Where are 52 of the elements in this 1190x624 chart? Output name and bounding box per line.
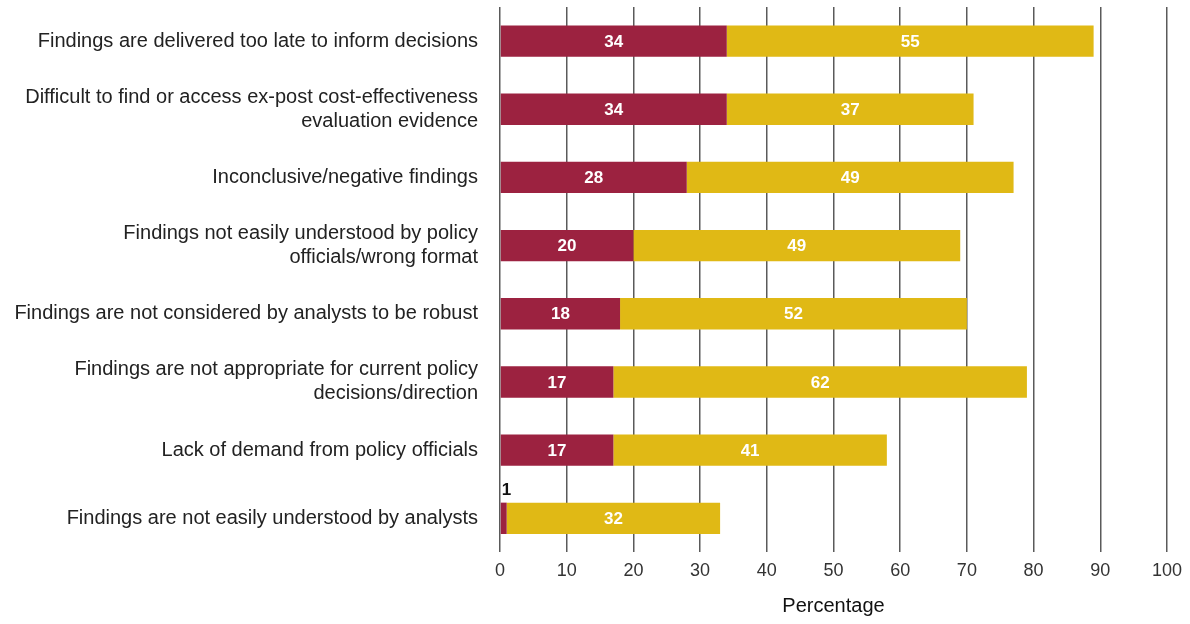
x-tick-label: 10 xyxy=(556,560,577,581)
bar xyxy=(500,298,621,330)
x-tick-label: 40 xyxy=(756,560,777,581)
data-label: 20 xyxy=(557,236,577,256)
x-axis-title: Percentage xyxy=(782,593,885,616)
bar xyxy=(500,434,614,466)
x-tick-label: 50 xyxy=(823,560,844,581)
data-label: 49 xyxy=(787,236,807,256)
x-tick-label: 20 xyxy=(623,560,644,581)
y-tick-label: Lack of demand from policy officials xyxy=(161,437,478,460)
x-tick-label: 0 xyxy=(494,560,506,581)
x-tick-label: 90 xyxy=(1090,560,1111,581)
y-tick-label: Difficult to find or access ex-post cost-effectiveness evaluation evidence xyxy=(25,84,478,131)
data-label: 34 xyxy=(604,99,624,119)
bar xyxy=(726,93,974,125)
bar xyxy=(500,25,727,57)
data-label: 34 xyxy=(604,31,624,51)
data-label: 62 xyxy=(810,372,830,392)
x-tick-label: 80 xyxy=(1023,560,1044,581)
y-tick-label: Findings not easily understood by policy officials/wrong format xyxy=(123,221,479,268)
y-tick-label: Inconclusive/negative findings xyxy=(212,164,478,187)
bar xyxy=(686,161,1014,194)
data-label: 18 xyxy=(550,304,570,324)
x-tick-label: 70 xyxy=(956,560,977,581)
data-label: 17 xyxy=(547,440,567,460)
bar xyxy=(500,161,687,194)
data-label: 1 xyxy=(501,479,512,499)
data-label: 32 xyxy=(603,509,623,528)
bar xyxy=(500,502,507,534)
bar xyxy=(500,366,614,398)
data-label: 28 xyxy=(584,168,604,188)
data-label: 41 xyxy=(740,440,760,460)
bar xyxy=(620,298,967,330)
y-tick-label: Findings are not considered by analysts to be robust xyxy=(14,301,479,324)
bar xyxy=(633,229,961,262)
x-tick-label: 60 xyxy=(890,560,911,581)
data-label: 49 xyxy=(840,168,860,188)
data-label: 37 xyxy=(840,99,860,119)
bar xyxy=(613,366,1027,398)
data-label: 55 xyxy=(900,31,920,51)
bar xyxy=(500,93,727,125)
y-tick-label: Findings are not appropriate for current policy decisions/direction xyxy=(74,357,478,404)
data-label: 52 xyxy=(784,304,803,324)
y-tick-label: Findings are not easily understood by analysts xyxy=(66,505,478,528)
bar xyxy=(506,502,721,534)
data-label: 17 xyxy=(547,372,567,392)
bar xyxy=(500,229,634,262)
bar xyxy=(726,25,1094,57)
bar xyxy=(613,434,887,466)
x-tick-label: 100 xyxy=(1151,560,1183,581)
x-tick-label: 30 xyxy=(690,560,711,581)
y-tick-label: Findings are delivered too late to inform decisions xyxy=(37,28,478,51)
